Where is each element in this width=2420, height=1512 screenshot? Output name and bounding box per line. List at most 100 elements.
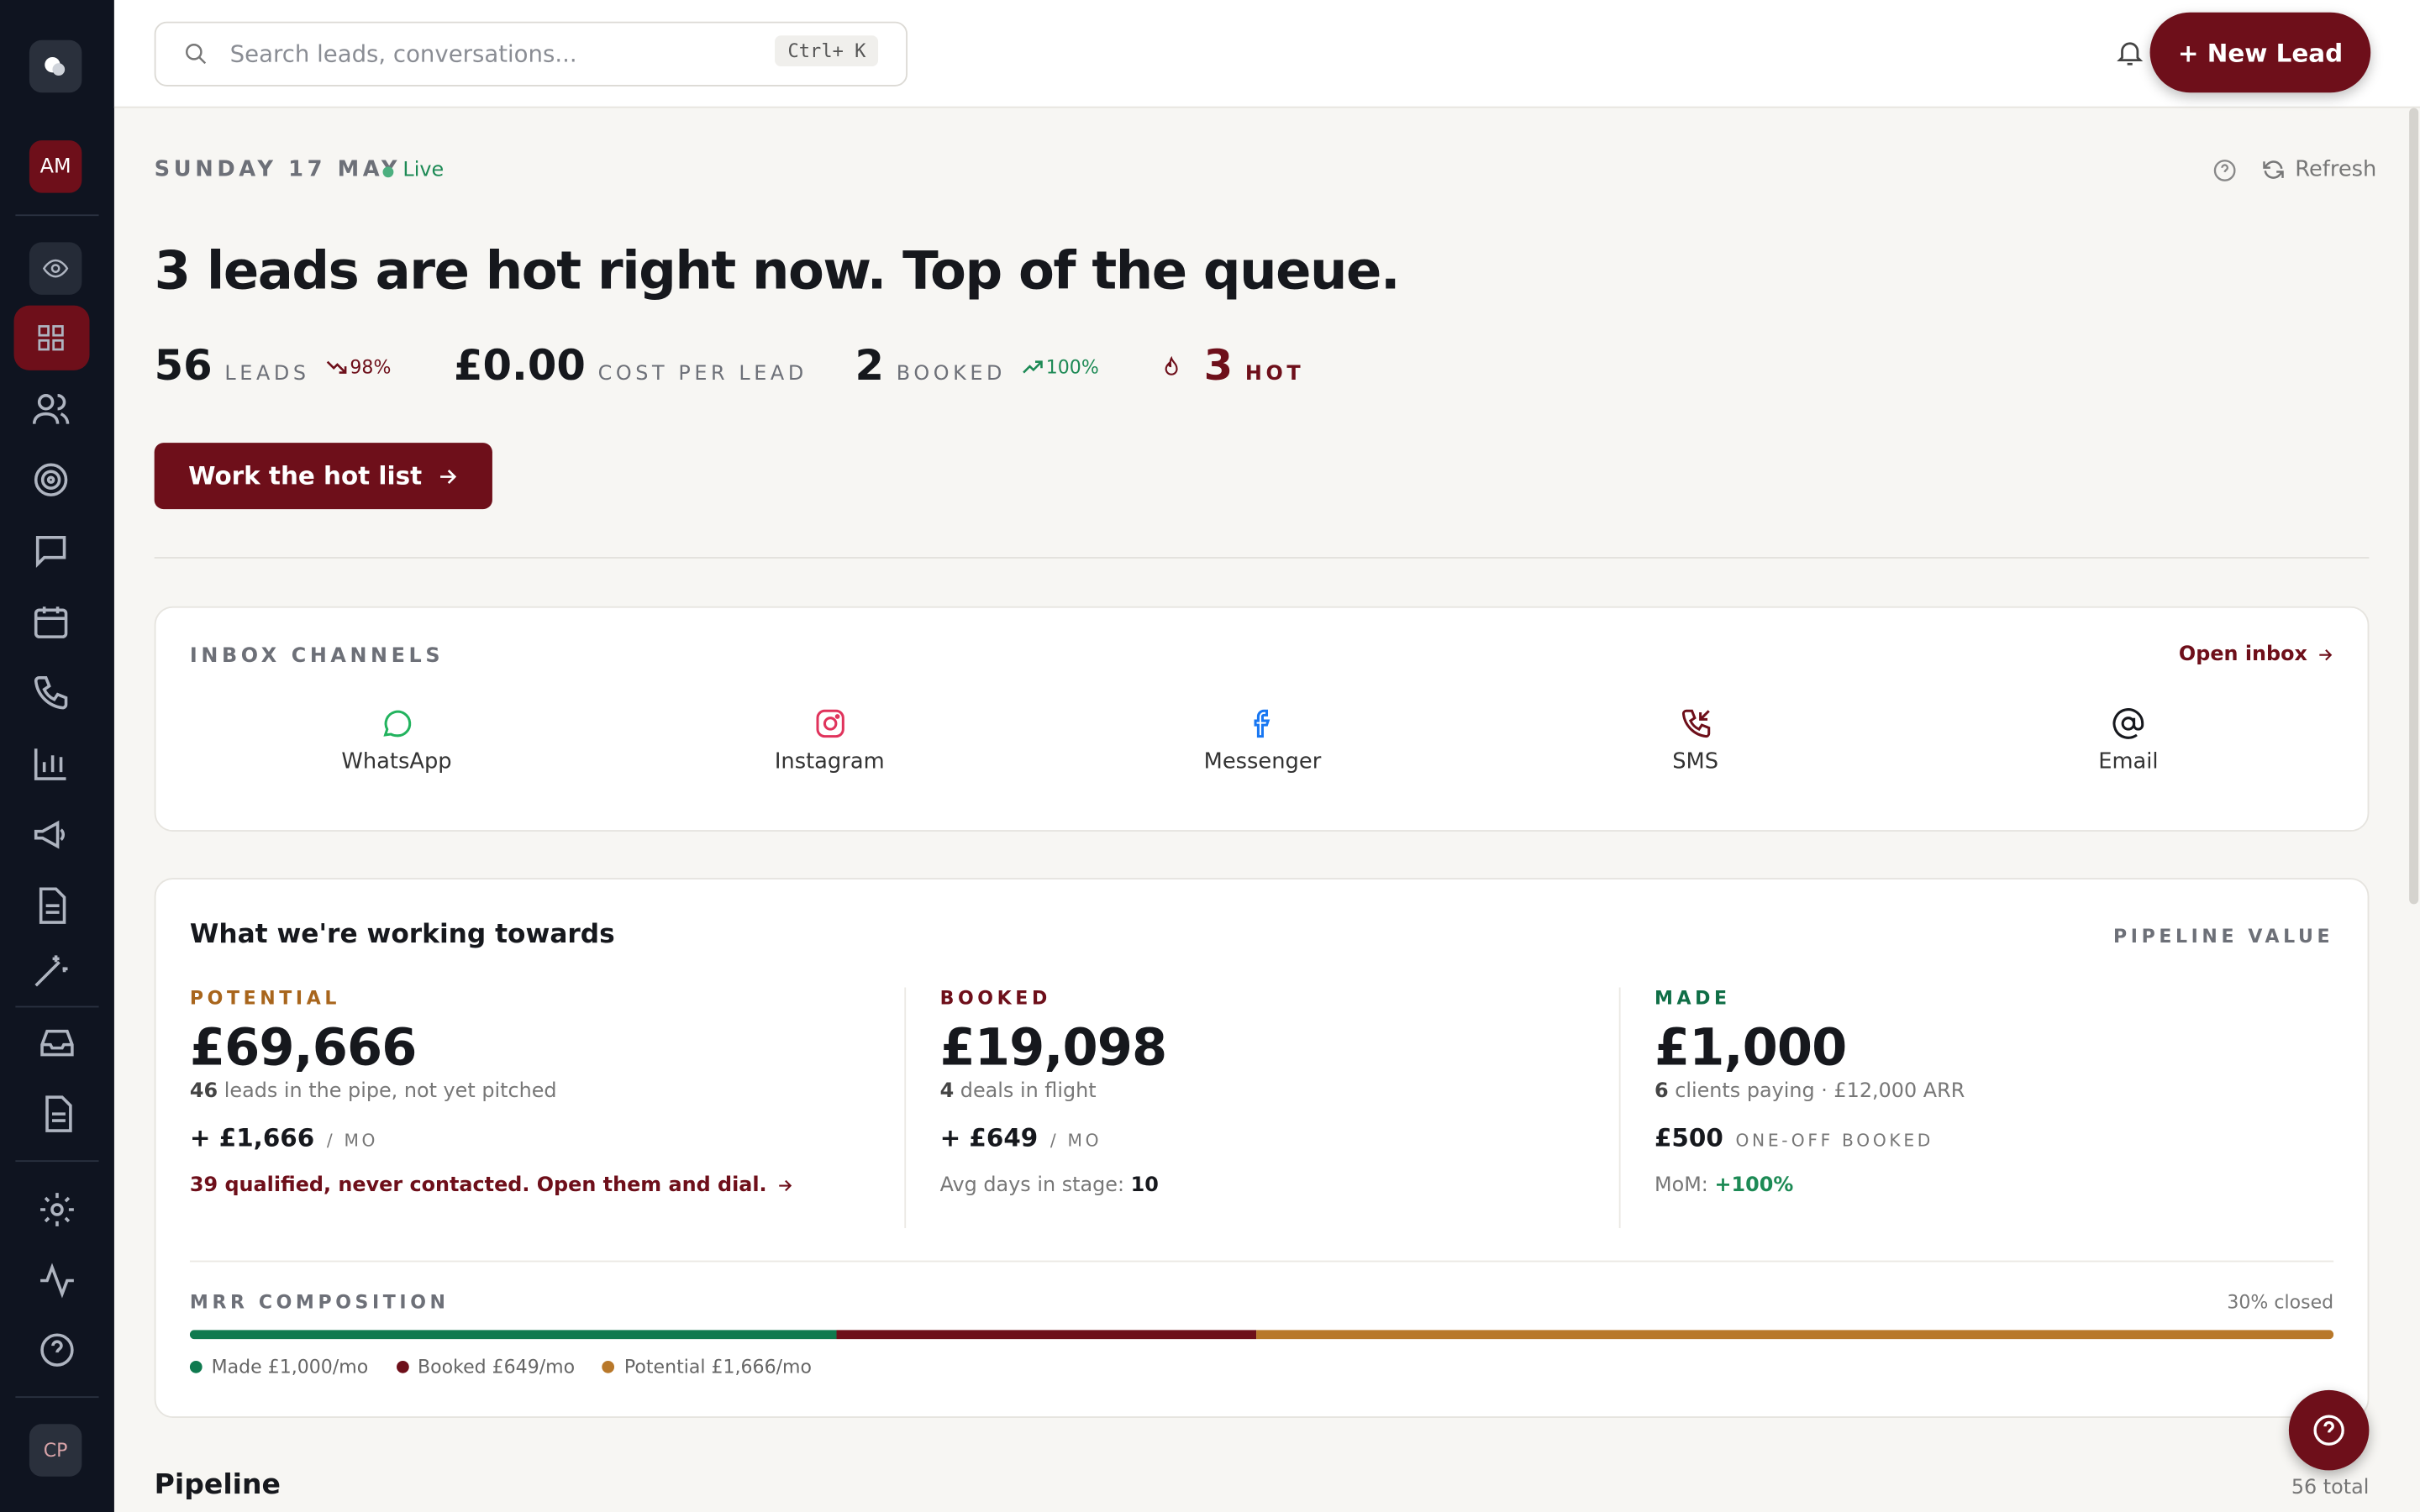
stat-value: 56: [154, 342, 213, 391]
mrr-bar: [189, 1330, 2334, 1340]
stat: 2 BOOKED 100%: [855, 343, 1099, 391]
goal-amount: £69,666: [189, 1016, 418, 1078]
channel[interactable]: Instagram: [722, 706, 938, 774]
goal-column: POTENTIAL £69,666 46 leads in the pipe, no…: [189, 988, 869, 1198]
stat-label: BOOKED: [896, 362, 1007, 386]
goal-detail: 4 deals in flight: [940, 1080, 1619, 1104]
divider: [15, 1160, 99, 1163]
help-icon[interactable]: [2212, 157, 2238, 183]
nav-help[interactable]: [37, 1330, 77, 1370]
stat-label: HOT: [1244, 362, 1305, 386]
note-value: +100%: [1714, 1173, 1794, 1198]
topbar: Search leads, conversations... Ctrl+ K +…: [113, 0, 2420, 108]
live-status: Live: [402, 159, 445, 182]
monthly-value: + £1,666: [189, 1123, 315, 1153]
mrr-segment: [836, 1330, 1256, 1340]
nav-goals[interactable]: [31, 459, 71, 500]
new-lead-button[interactable]: + New Lead: [2149, 12, 2371, 93]
nav-docs[interactable]: [31, 885, 71, 926]
goal-count: 46: [189, 1079, 218, 1104]
goal-note: MoM: +100%: [1655, 1174, 2333, 1198]
goal-column: MADE £1,000 6 clients paying · £12,000 ARR…: [1618, 987, 2333, 1229]
divider: [15, 1005, 99, 1008]
nav-activity[interactable]: [37, 1261, 77, 1301]
channel[interactable]: WhatsApp: [288, 706, 504, 774]
legend-item: Potential £1,666/mo: [602, 1356, 812, 1378]
legend-item: Booked £649/mo: [396, 1356, 575, 1378]
goal-note: Avg days in stage: 10: [940, 1174, 1619, 1198]
goal-count: 6: [1654, 1079, 1669, 1104]
nav-dashboard[interactable]: [13, 305, 90, 370]
channel-icon: [1254, 709, 1270, 738]
nav-calls[interactable]: [31, 673, 71, 713]
nav-contacts[interactable]: [31, 389, 71, 429]
divider: [904, 987, 907, 1229]
channel-icon: [815, 709, 844, 738]
channel[interactable]: Email: [2020, 706, 2236, 774]
notifications[interactable]: [2114, 37, 2145, 68]
nav-invoices[interactable]: [37, 1094, 77, 1134]
channel-label: Messenger: [1203, 749, 1322, 775]
mrr-closed: 30% closed: [2227, 1291, 2334, 1314]
open-inbox[interactable]: Open inbox: [2179, 643, 2333, 666]
nav-inbox[interactable]: [37, 1023, 77, 1063]
sidebar: AM CP: [0, 0, 114, 1512]
inbox-card: INBOX CHANNELS Open inbox WhatsApp Instag…: [154, 606, 2370, 832]
stats-row: 56 LEADS 98% £0.00 COST PER LEAD 2 BOOKED 100% 3…: [155, 343, 1544, 404]
channel-label: SMS: [1672, 749, 1719, 775]
refresh-icon[interactable]: [2261, 157, 2286, 181]
stat-label: COST PER LEAD: [597, 362, 808, 386]
channel[interactable]: Messenger: [1155, 706, 1370, 774]
user-avatar[interactable]: AM: [29, 140, 82, 193]
divider: [15, 214, 99, 217]
stat: £0.00 COST PER LEAD: [454, 343, 808, 391]
search-icon: [186, 44, 207, 65]
search-box[interactable]: Search leads, conversations... Ctrl+ K: [154, 21, 908, 87]
shortcut: Ctrl+ K: [775, 35, 879, 66]
channel-icon: [1681, 709, 1710, 738]
help-fab[interactable]: [2288, 1389, 2370, 1471]
stat: 3 HOT: [1160, 343, 1304, 391]
legend-item: Made £1,000/mo: [189, 1356, 368, 1378]
nav-reports[interactable]: [31, 743, 71, 784]
goal-monthly: + £649 / MO: [940, 1123, 1619, 1152]
nav-messages[interactable]: [31, 531, 71, 571]
goal-detail-text: clients paying · £12,000 ARR: [1675, 1079, 1965, 1104]
hot-list-button[interactable]: Work the hot list: [154, 443, 493, 510]
logo: [29, 39, 82, 93]
goals-aside: PIPELINE VALUE: [2113, 926, 2334, 948]
note-text[interactable]: 39 qualified, never contacted. Open them…: [189, 1173, 767, 1198]
stat-value: £0.00: [454, 342, 586, 391]
stat: 56 LEADS 98%: [155, 343, 392, 391]
inbox-title: INBOX CHANNELS: [189, 644, 445, 669]
stat-value: 3: [1203, 342, 1234, 391]
flame-icon: [1165, 355, 1178, 375]
goals-card: What we're working towards PIPELINE VALU…: [154, 878, 2370, 1418]
goal-detail-text: leads in the pipe, not yet pitched: [224, 1079, 557, 1104]
monthly-unit: / MO: [326, 1131, 379, 1152]
goal-label: BOOKED: [939, 987, 1051, 1010]
channel[interactable]: SMS: [1587, 706, 1803, 774]
stat-change-value: 98%: [350, 356, 392, 379]
nav-view[interactable]: [29, 242, 82, 295]
footer-avatar[interactable]: CP: [29, 1424, 82, 1477]
scrollbar: [2409, 108, 2419, 905]
nav-settings[interactable]: [37, 1189, 77, 1230]
stat-value: 2: [855, 342, 885, 391]
note-value: 10: [1130, 1173, 1159, 1198]
divider: [15, 1396, 99, 1399]
channel-label: Instagram: [774, 749, 885, 775]
channel-icon: [2112, 708, 2144, 739]
goal-monthly: £500 ONE-OFF BOOKED: [1655, 1123, 2333, 1152]
stat-label: LEADS: [224, 362, 310, 386]
divider: [189, 1260, 2334, 1263]
nav-calendar[interactable]: [31, 601, 71, 642]
note-label: Avg days in stage:: [939, 1173, 1125, 1198]
goals-title: What we're working towards: [189, 919, 615, 951]
nav-magic[interactable]: [31, 950, 71, 990]
nav-campaigns[interactable]: [31, 815, 71, 855]
refresh[interactable]: Refresh: [2295, 157, 2377, 182]
search-placeholder: Search leads, conversations...: [229, 39, 577, 68]
note-label: MoM:: [1654, 1173, 1708, 1198]
